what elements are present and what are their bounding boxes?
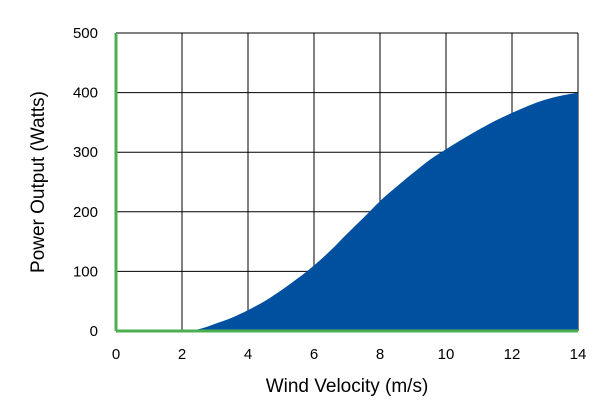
x-tick-label-14: 14 [570, 346, 587, 363]
y-tick-label-100: 100 [73, 263, 98, 280]
y-tick-label-0: 0 [90, 323, 98, 340]
power-output-area [116, 92, 578, 332]
y-tick-label-400: 400 [73, 85, 98, 102]
x-tick-label-10: 10 [438, 346, 455, 363]
x-tick-label-0: 0 [112, 346, 120, 363]
x-axis-label: Wind Velocity (m/s) [266, 376, 429, 397]
y-axis-label: Power Output (Watts) [28, 91, 49, 273]
x-tick-label-8: 8 [376, 346, 384, 363]
axes [114, 33, 578, 333]
y-tick-label-500: 500 [73, 25, 98, 42]
x-tick-label-6: 6 [310, 346, 318, 363]
y-tick-labels: 0 100 200 300 400 500 [73, 25, 98, 340]
x-tick-label-4: 4 [244, 346, 252, 363]
y-tick-label-300: 300 [73, 144, 98, 161]
x-tick-labels: 0 2 4 6 8 10 12 14 [112, 346, 587, 363]
x-tick-label-12: 12 [504, 346, 521, 363]
y-tick-label-200: 200 [73, 204, 98, 221]
x-tick-label-2: 2 [178, 346, 186, 363]
